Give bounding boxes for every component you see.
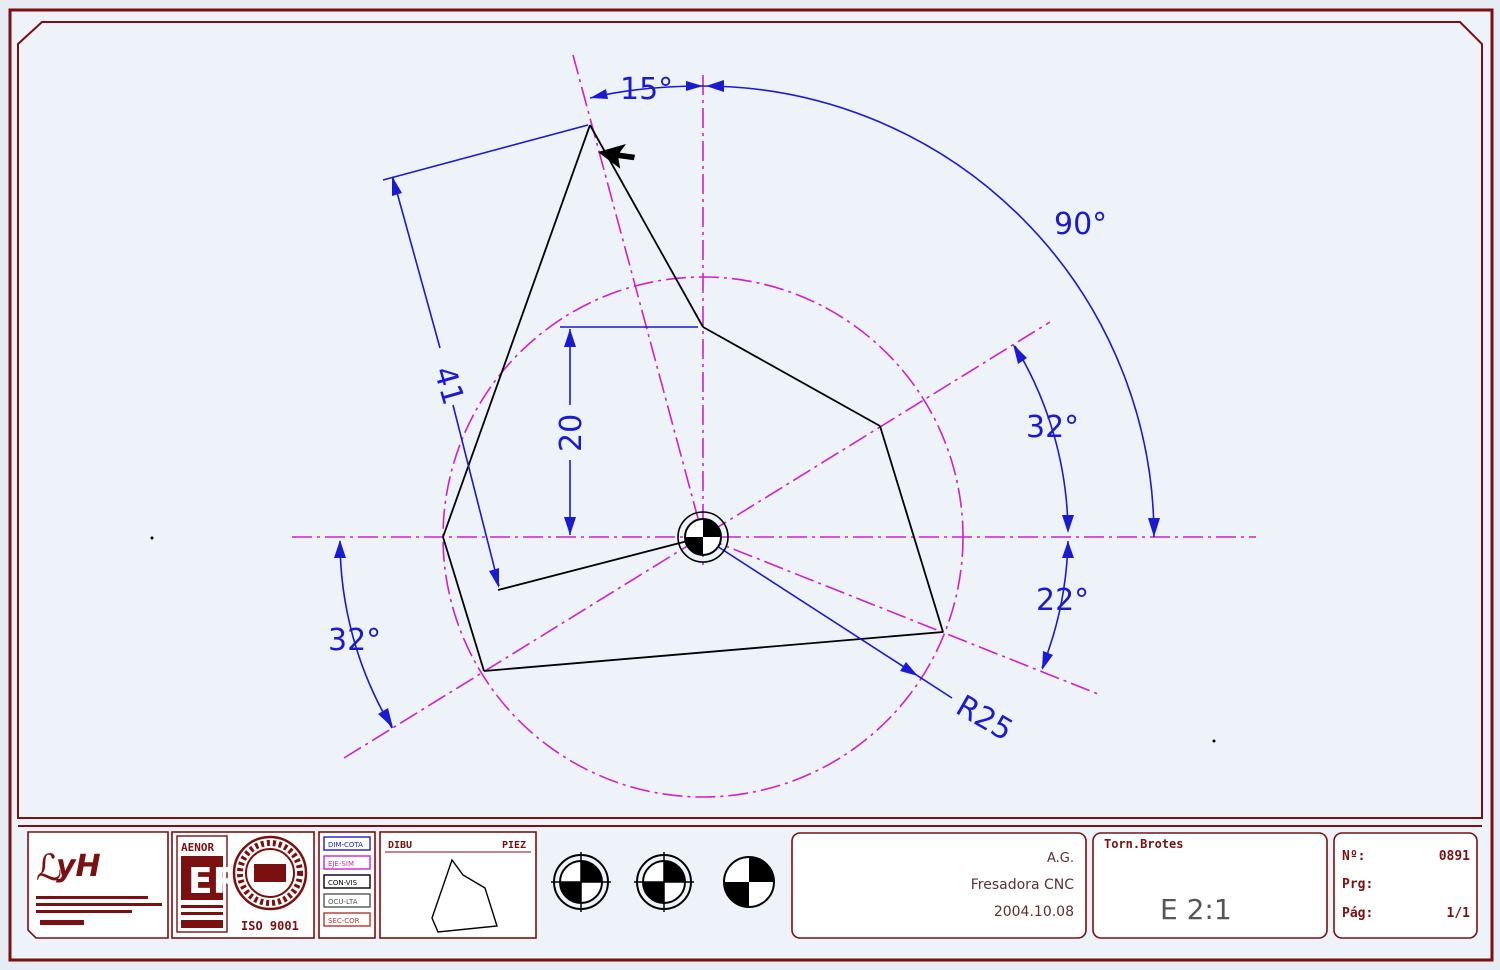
drawing-area-border <box>17 21 1483 819</box>
page-info-cell: Nº: 0891 Prg: Pág: 1/1 <box>1333 832 1478 939</box>
centroid-symbol-icon <box>634 852 694 912</box>
dim-arc-32-left <box>339 540 393 729</box>
stray-dot <box>150 536 154 540</box>
dim-line-41-lower <box>452 404 500 587</box>
dim-arrow <box>1013 344 1027 364</box>
dim-arc-90 <box>702 85 1155 538</box>
com-outer-ring <box>677 511 729 563</box>
iso-label: ISO 9001 <box>241 919 299 933</box>
svg-text:ℒ: ℒ <box>36 848 62 889</box>
legend-item: CON-VIS <box>323 874 371 889</box>
dim-arrow <box>392 176 402 196</box>
dim-arrow <box>334 540 346 558</box>
cert-text-line <box>181 905 223 908</box>
dim-arrow <box>706 80 724 92</box>
title-block: ℒ yH AENOR ER ISO 9001 <box>18 825 1482 939</box>
dim-arrow <box>378 708 393 728</box>
dim-arrow <box>1062 515 1074 533</box>
cert-text-line <box>181 912 223 915</box>
preview-cell: DIBU PIEZ <box>379 831 537 939</box>
info-cell: A.G. Fresadora CNC 2004.10.08 <box>791 832 1087 939</box>
outline-edge-bottom <box>483 631 944 672</box>
certification-cell: AENOR ER ISO 9001 <box>171 831 315 939</box>
dim-line-41-upper <box>392 177 441 349</box>
dim-label-90: 90° <box>1054 207 1107 242</box>
piece-cell: Torn.Brotes E 2:1 <box>1092 832 1328 939</box>
part-thumbnail <box>431 858 498 933</box>
er-mark-background <box>181 856 223 900</box>
angled-centerline-15 <box>572 54 704 538</box>
centroid-symbol-icon <box>723 856 775 908</box>
company-logo: ℒ yH <box>36 848 162 925</box>
outline-edge-upper-right <box>702 326 881 427</box>
page-value: 1/1 <box>1447 906 1471 921</box>
centroid-symbols <box>551 852 775 912</box>
logo-text-line <box>36 910 132 913</box>
dim-arrow <box>1148 518 1160 537</box>
legend-item-label: DIM-COTA <box>328 841 363 849</box>
legend-item: SEC-COR <box>323 912 371 927</box>
outline-edge-left <box>442 124 591 538</box>
dim-label-32-left: 32° <box>328 623 381 658</box>
scale-label: E 2:1 <box>1160 893 1232 926</box>
er-mark: ER <box>188 861 240 902</box>
dim-arrow <box>1042 651 1053 670</box>
logo-text-line <box>40 920 84 925</box>
dim-arc-32-right <box>1014 345 1069 531</box>
dim-arrow <box>1062 541 1074 558</box>
logo-text-line <box>36 903 162 906</box>
center-lines <box>292 54 1256 798</box>
preview-left-label: DIBU <box>388 840 412 851</box>
legend-item-label: EJE-SIM <box>328 860 354 868</box>
reference-circle-r25 <box>442 276 964 798</box>
legend-item-label: CON-VIS <box>328 879 358 887</box>
sheet-frame <box>8 8 1494 962</box>
aenor-brand: AENOR <box>181 841 214 854</box>
legend-item-label: SEC-COR <box>328 917 360 925</box>
dim-arrow <box>686 81 703 91</box>
program-label: Prg: <box>1342 877 1373 892</box>
angled-centerline-22 <box>702 536 1099 695</box>
dim-extension-41-top <box>382 124 589 181</box>
dim-arrow <box>590 89 608 99</box>
cursor-arrow-icon <box>598 143 636 169</box>
date-label: 2004.10.08 <box>994 904 1074 920</box>
svg-text:yH: yH <box>56 849 101 884</box>
com-quadrant <box>685 537 703 555</box>
dim-arrow <box>900 662 918 676</box>
outline-edge-lower-left <box>442 536 485 672</box>
quality-seal-icon <box>232 835 308 911</box>
layer-legend-cell: DIM-COTA EJE-SIM CON-VIS OCU-LTA SEC-COR <box>318 831 376 939</box>
cert-text-line <box>181 920 223 928</box>
com-quadrant <box>703 519 721 537</box>
dim-label-15: 15° <box>620 72 673 107</box>
centroid-symbol-icon <box>551 852 611 912</box>
dim-arrow <box>564 329 576 347</box>
center-of-mass-symbol <box>677 511 729 563</box>
author-label: A.G. <box>1047 851 1074 866</box>
dimensions <box>334 80 1160 729</box>
legend-item: OCU-LTA <box>323 893 371 908</box>
legend-item: DIM-COTA <box>323 836 371 851</box>
piece-name: Torn.Brotes <box>1104 837 1183 851</box>
dim-label-20: 20 <box>554 414 589 452</box>
page-label: Pág: <box>1342 906 1373 921</box>
machine-label: Fresadora CNC <box>971 877 1074 893</box>
dim-arrow <box>564 517 576 535</box>
preview-right-label: PIEZ <box>502 840 526 851</box>
stray-dot <box>1212 739 1216 743</box>
dim-arrow <box>489 568 499 588</box>
legend-item: EJE-SIM <box>323 855 371 870</box>
legend-item-label: OCU-LTA <box>328 898 358 906</box>
dim-label-22: 22° <box>1036 583 1089 618</box>
dim-label-32-right: 32° <box>1026 410 1079 445</box>
outline-edge-right <box>879 425 944 633</box>
logo-text-line <box>36 896 148 899</box>
construction-line-41-foot <box>497 536 704 591</box>
number-value: 0891 <box>1439 849 1470 864</box>
logo-cell: ℒ yH <box>27 831 169 939</box>
number-label: Nº: <box>1342 849 1365 864</box>
